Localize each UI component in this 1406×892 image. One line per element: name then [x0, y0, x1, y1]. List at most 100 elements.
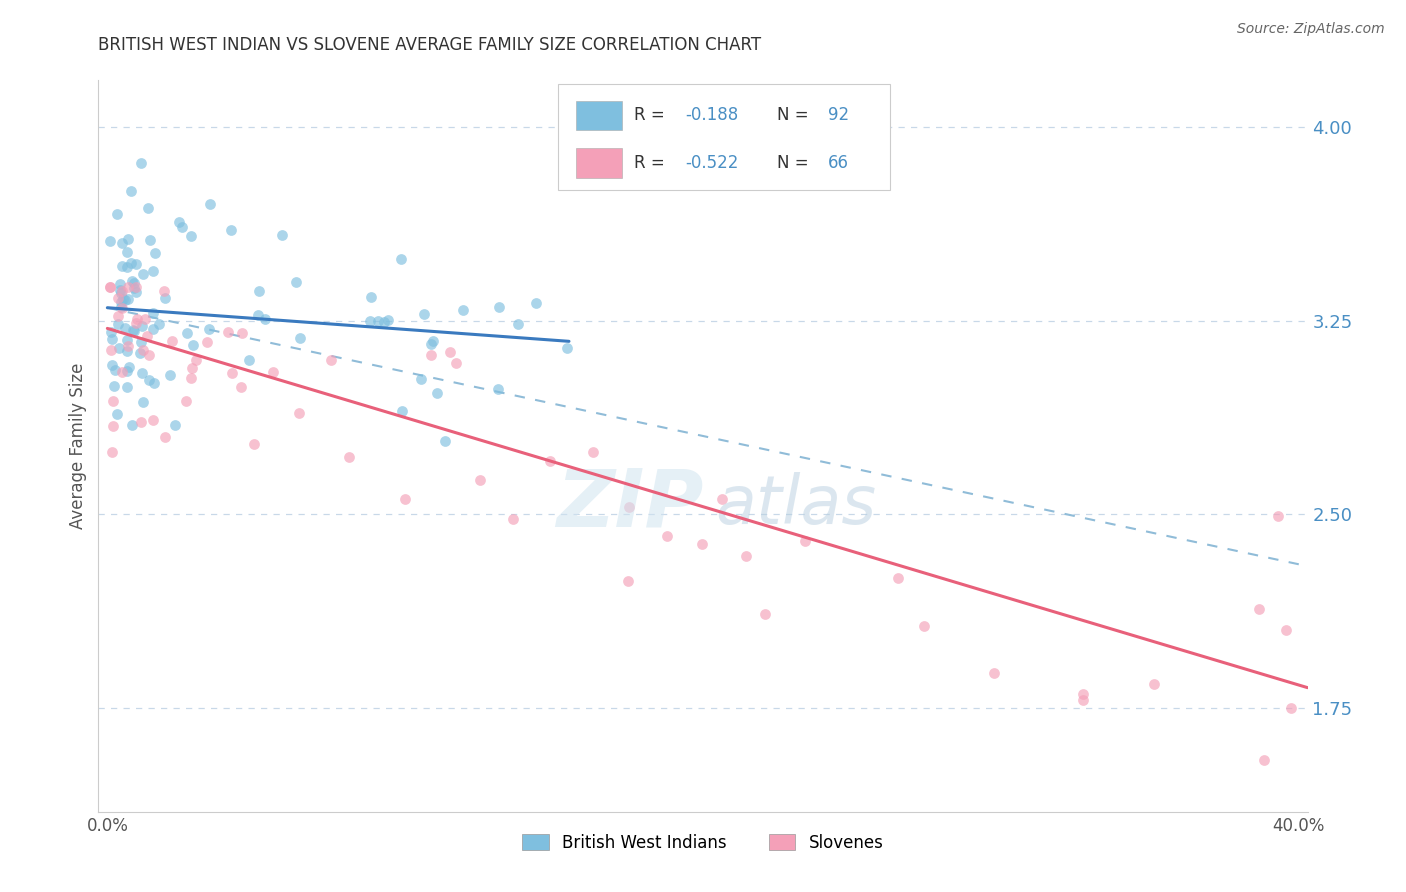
- Point: [124, 285, 146, 299]
- Point: [114, 321, 136, 335]
- Point: [117, 232, 139, 246]
- Point: [1279, 701, 1302, 715]
- Point: [100, 343, 122, 357]
- Bar: [576, 101, 621, 130]
- Point: [1071, 687, 1094, 701]
- Point: [131, 366, 153, 380]
- Point: [101, 393, 124, 408]
- Point: [983, 665, 1005, 680]
- Point: [115, 244, 138, 259]
- Point: [122, 323, 145, 337]
- Point: [217, 325, 239, 339]
- Point: [486, 382, 509, 396]
- Point: [377, 313, 399, 327]
- Point: [422, 334, 444, 349]
- Point: [754, 607, 776, 622]
- Legend: British West Indians, Slovenes: British West Indians, Slovenes: [516, 827, 890, 858]
- Text: N =: N =: [776, 106, 814, 124]
- Point: [101, 358, 124, 372]
- Point: [655, 529, 678, 543]
- Point: [142, 322, 165, 336]
- Point: [107, 317, 129, 331]
- Point: [124, 325, 146, 339]
- Text: ZIP: ZIP: [555, 466, 703, 543]
- Point: [285, 276, 308, 290]
- Point: [247, 308, 270, 322]
- Point: [160, 334, 183, 348]
- Point: [138, 348, 160, 362]
- Point: [793, 533, 815, 548]
- Point: [114, 293, 136, 307]
- Point: [117, 292, 139, 306]
- Point: [555, 341, 578, 355]
- Point: [247, 284, 270, 298]
- Point: [110, 300, 132, 314]
- Point: [373, 315, 395, 329]
- Point: [200, 197, 222, 211]
- Point: [112, 292, 135, 306]
- Point: [524, 296, 547, 310]
- Point: [100, 333, 122, 347]
- Point: [101, 445, 124, 459]
- Point: [138, 373, 160, 387]
- Point: [127, 312, 149, 326]
- Text: 66: 66: [828, 154, 849, 172]
- Point: [1071, 693, 1094, 707]
- Point: [129, 346, 152, 360]
- Point: [506, 317, 529, 331]
- Point: [690, 536, 713, 550]
- Point: [124, 281, 146, 295]
- Point: [101, 419, 124, 434]
- Point: [139, 233, 162, 247]
- Point: [115, 260, 138, 274]
- Point: [1275, 623, 1298, 637]
- Point: [115, 380, 138, 394]
- Point: [439, 345, 461, 359]
- Point: [1253, 753, 1275, 767]
- Y-axis label: Average Family Size: Average Family Size: [69, 363, 87, 529]
- Point: [103, 363, 125, 377]
- Text: R =: R =: [634, 154, 671, 172]
- Point: [131, 343, 153, 358]
- Point: [426, 386, 449, 401]
- Point: [231, 326, 253, 341]
- Point: [131, 319, 153, 334]
- Bar: [576, 148, 621, 178]
- Point: [135, 329, 157, 343]
- Text: R =: R =: [634, 106, 671, 124]
- Point: [180, 361, 202, 376]
- Point: [420, 348, 443, 362]
- Point: [98, 234, 121, 248]
- Point: [117, 339, 139, 353]
- Point: [174, 394, 197, 409]
- Point: [115, 334, 138, 348]
- Point: [181, 337, 204, 351]
- Point: [155, 430, 177, 444]
- Point: [176, 326, 198, 340]
- Point: [242, 437, 264, 451]
- Text: Source: ZipAtlas.com: Source: ZipAtlas.com: [1237, 22, 1385, 37]
- Point: [1247, 602, 1270, 616]
- Point: [180, 228, 202, 243]
- Point: [105, 407, 128, 421]
- Point: [360, 290, 382, 304]
- Point: [118, 360, 141, 375]
- Point: [163, 418, 186, 433]
- Point: [538, 454, 561, 468]
- Point: [617, 574, 640, 588]
- Point: [108, 341, 131, 355]
- Point: [488, 300, 510, 314]
- Point: [115, 364, 138, 378]
- Point: [103, 379, 125, 393]
- Point: [117, 280, 139, 294]
- Point: [412, 306, 434, 320]
- Point: [359, 313, 381, 327]
- Point: [136, 201, 159, 215]
- Point: [132, 394, 155, 409]
- Point: [1143, 677, 1166, 691]
- Point: [134, 312, 156, 326]
- Point: [735, 549, 758, 563]
- Point: [121, 417, 143, 432]
- Point: [105, 207, 128, 221]
- Point: [420, 337, 443, 351]
